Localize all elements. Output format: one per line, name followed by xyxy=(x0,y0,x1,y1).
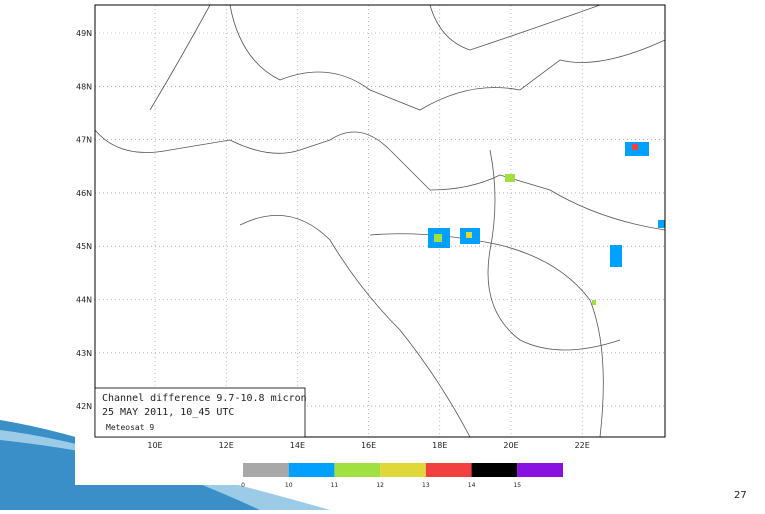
colorbar-swatch xyxy=(288,463,335,477)
echoes xyxy=(428,142,665,305)
colorbar-label: 14 xyxy=(468,482,476,489)
lat-label: 49N xyxy=(76,29,92,38)
caption: Meteosat 9 xyxy=(106,423,154,432)
caption: Channel difference 9.7-10.8 micron xyxy=(102,393,307,404)
lon-label: 14E xyxy=(290,441,305,450)
graticule xyxy=(95,5,665,437)
colorbar-label: 0 xyxy=(241,482,245,489)
colorbar-label: 15 xyxy=(513,482,521,489)
lat-label: 48N xyxy=(76,82,92,91)
lat-label: 45N xyxy=(76,242,92,251)
lat-label: 44N xyxy=(76,296,92,305)
colorbar-swatch xyxy=(243,463,289,477)
lat-label: 42N xyxy=(76,402,92,411)
lon-label: 22E xyxy=(575,441,590,450)
caption-box xyxy=(94,387,306,438)
lon-label: 10E xyxy=(147,441,162,450)
lat-label: 43N xyxy=(76,349,92,358)
colorbar-label: 10 xyxy=(285,482,293,489)
map-frame xyxy=(94,4,666,438)
colorbar-swatch xyxy=(425,463,472,477)
caption: 25 MAY 2011, 10_45 UTC xyxy=(102,407,234,418)
lon-label: 16E xyxy=(361,441,376,450)
colorbar-swatch xyxy=(517,463,563,477)
colorbar-swatch xyxy=(471,463,518,477)
lon-label: 18E xyxy=(432,441,447,450)
lon-label: 12E xyxy=(219,441,234,450)
colorbar-label: 13 xyxy=(422,482,430,489)
lat-label: 47N xyxy=(76,136,92,145)
colorbar-label: 12 xyxy=(376,482,384,489)
lat-label: 46N xyxy=(76,189,92,198)
colorbar-swatch xyxy=(334,463,381,477)
slide-number: 27 xyxy=(734,490,747,501)
lon-label: 20E xyxy=(503,441,518,450)
colorbar-label: 11 xyxy=(331,482,339,489)
colorbar-swatch xyxy=(380,463,426,477)
